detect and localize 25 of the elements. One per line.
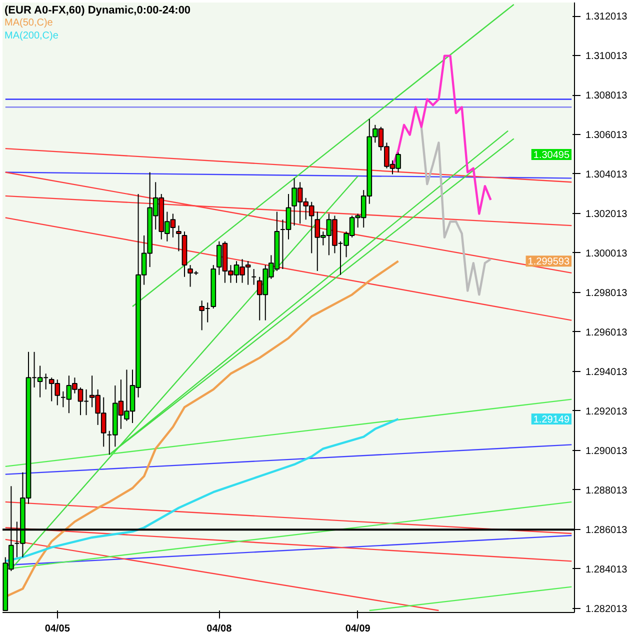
y-tick-label: 1.294013 xyxy=(586,366,628,378)
y-tick-label: 1.290013 xyxy=(586,446,628,457)
y-tick-label: 1.310013 xyxy=(586,51,628,62)
y-tick-label: 1.298013 xyxy=(586,288,628,299)
text: MA(50,C)e xyxy=(4,18,54,28)
y-tick-label: 1.284013 xyxy=(586,564,628,576)
x-tick-label: 04/08 xyxy=(206,624,232,634)
x-tick-label: 04/09 xyxy=(345,624,371,634)
y-tick-label: 1.286013 xyxy=(586,524,628,536)
y-tick-label: 1.312013 xyxy=(586,12,628,23)
annotation: 1.30495 xyxy=(533,150,570,162)
chart-title: (EUR A0-FX,60) Dynamic,0:00-24:00 xyxy=(4,4,191,16)
annotation: 1.299593 xyxy=(528,256,570,268)
y-tick-label: 1.300013 xyxy=(586,248,628,260)
text: MA(200,C)e xyxy=(4,30,59,42)
y-tick-label: 1.282013 xyxy=(586,604,628,615)
y-tick-label: 1.308013 xyxy=(586,90,628,102)
annotation: 1.29149 xyxy=(533,414,570,426)
y-tick-label: 1.302013 xyxy=(586,208,628,220)
x-tick-label: 04/05 xyxy=(44,624,70,634)
y-tick-label: 1.292013 xyxy=(586,406,628,418)
y-tick-label: 1.306013 xyxy=(586,130,628,142)
y-tick-label: 1.304013 xyxy=(586,169,628,180)
y-tick-label: 1.288013 xyxy=(586,485,628,496)
y-tick-label: 1.296013 xyxy=(586,327,628,338)
